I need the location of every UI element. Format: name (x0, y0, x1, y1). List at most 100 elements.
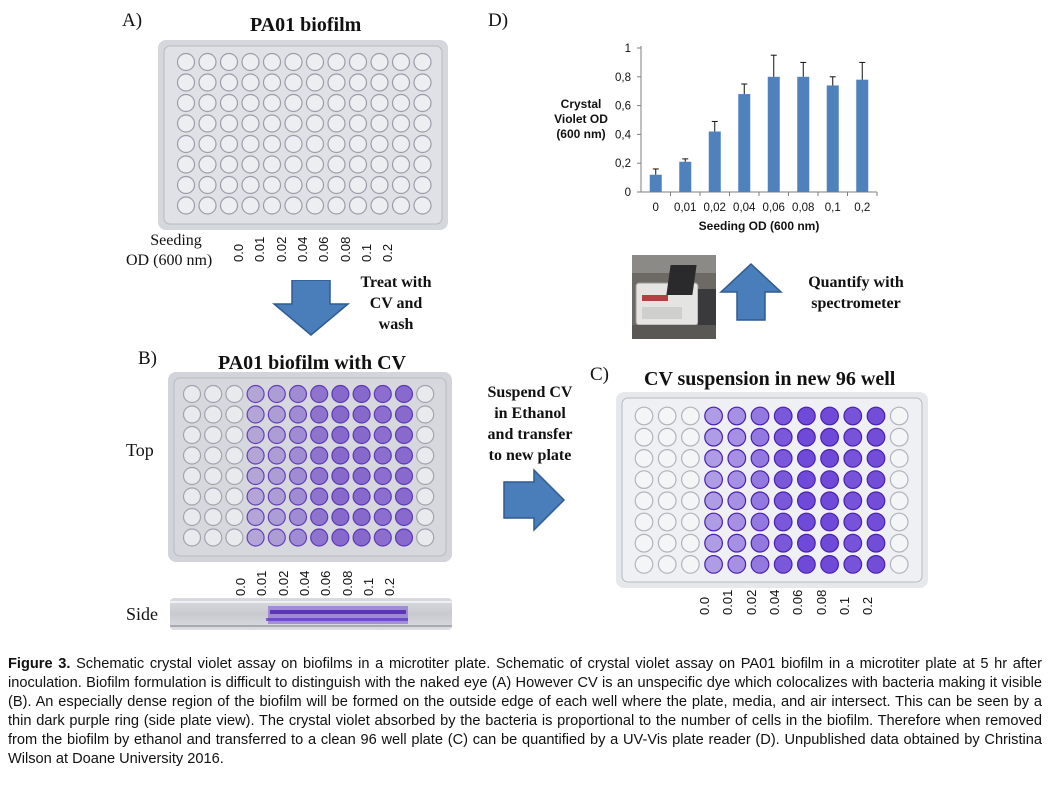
plate-well (889, 554, 909, 574)
caption-label: Figure 3. (8, 656, 71, 672)
plate-well (704, 512, 723, 532)
plate-well (219, 134, 239, 154)
plate-well (267, 446, 286, 465)
plate-well (262, 175, 282, 195)
od-label: 0.1 (358, 243, 374, 262)
plate-well (704, 406, 723, 426)
plate-well (352, 487, 371, 506)
plate-well (820, 470, 840, 489)
plate-well (657, 427, 677, 447)
plate-well (889, 512, 909, 532)
bar (738, 94, 751, 192)
plate-well (727, 491, 747, 511)
plate-well (225, 446, 244, 465)
plate-well (866, 406, 886, 426)
od-label: 0.06 (316, 236, 332, 262)
plate-well (267, 384, 286, 404)
plate-well (866, 554, 886, 574)
plate-well (352, 384, 371, 404)
y-tick-label: 0,6 (615, 101, 631, 113)
plate-well (288, 384, 308, 404)
od-label: 0.0 (697, 596, 712, 615)
od-label: 0.08 (813, 589, 829, 615)
od-label: 0.04 (294, 236, 310, 262)
plate-well (348, 114, 368, 133)
plate-well (750, 449, 770, 468)
plate-well (866, 491, 886, 511)
od-label: 0.02 (743, 589, 759, 615)
plate-well (843, 533, 863, 553)
od-label: 0.2 (860, 596, 876, 615)
plate-well (288, 405, 308, 424)
plate-well (889, 491, 909, 511)
plate-well (327, 52, 346, 72)
plate-c-photo (616, 392, 928, 588)
plate-well (394, 425, 414, 445)
plate-well (327, 175, 346, 195)
plate-well (634, 470, 654, 489)
plate-well (394, 487, 414, 506)
od-label: 0.01 (252, 236, 268, 262)
plate-well (288, 446, 308, 465)
plate-well (225, 384, 244, 404)
plate-well (219, 114, 239, 133)
plate-well (370, 134, 389, 154)
plate-well (843, 449, 863, 468)
plate-well (284, 73, 303, 92)
plate-well (348, 196, 368, 215)
plate-well (796, 406, 816, 426)
plate-well (310, 507, 329, 527)
plate-well (773, 449, 793, 468)
plate-b-top-label: Top (126, 440, 154, 460)
step-suspend-line3: and transfer (487, 426, 573, 443)
plate-well (241, 155, 260, 174)
plate-well (305, 114, 325, 133)
panel-b-letter: B) (138, 348, 157, 369)
plate-well (204, 384, 223, 404)
plate-well (634, 512, 654, 532)
plate-well (225, 507, 244, 527)
plate-well (204, 487, 223, 506)
plate-a-wells (163, 45, 443, 225)
plate-well (866, 512, 886, 532)
plate-well (176, 114, 196, 133)
plate-well (204, 466, 223, 486)
plate-well (198, 155, 217, 174)
plate-well (773, 470, 793, 489)
plate-well (391, 155, 411, 174)
plate-well (267, 487, 286, 506)
step-treat-line3: wash (378, 316, 414, 333)
plate-well (750, 470, 770, 489)
plate-well (657, 533, 677, 553)
step-quantify-line1: Quantify with (808, 274, 904, 291)
plate-well (241, 196, 260, 215)
panel-d-letter: D) (488, 10, 509, 31)
plate-well (310, 466, 329, 486)
plate-b-side-view (170, 598, 452, 630)
step-quantify-text: Quantify with spectrometer (796, 272, 916, 314)
y-tick-label: 0,8 (615, 72, 631, 84)
plate-well (284, 52, 303, 72)
plate-well (246, 507, 265, 527)
plate-well (704, 449, 723, 468)
plate-well (310, 405, 329, 424)
plate-well (267, 528, 286, 547)
down-arrow-icon (272, 280, 351, 336)
plate-well (182, 507, 202, 527)
plate-well (866, 533, 886, 553)
plate-well (704, 427, 723, 447)
od-label: 0.06 (790, 589, 806, 615)
plate-well (370, 114, 389, 133)
plate-well (634, 533, 654, 553)
plate-well (373, 384, 392, 404)
od-label: 0.08 (339, 570, 355, 596)
plate-well (750, 512, 770, 532)
plate-well (176, 155, 196, 174)
bar (856, 79, 869, 192)
plate-well (391, 134, 411, 154)
plate-well (394, 466, 414, 486)
plate-well (310, 446, 329, 465)
plate-well (394, 507, 414, 527)
plate-well (182, 384, 202, 404)
plate-well (331, 405, 350, 424)
